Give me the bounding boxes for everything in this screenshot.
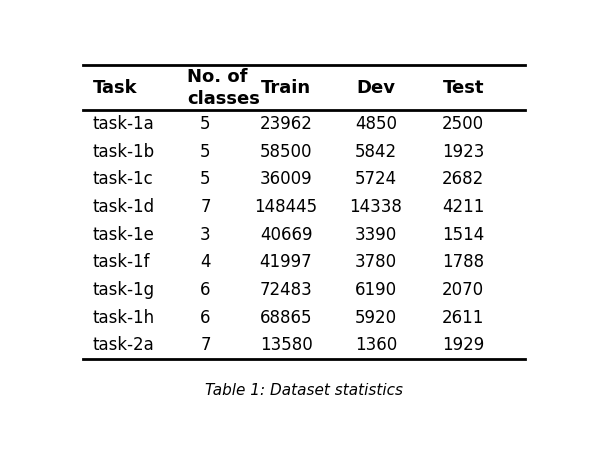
Text: Train: Train (261, 79, 311, 97)
Text: 36009: 36009 (260, 170, 312, 188)
Text: 3780: 3780 (355, 253, 397, 271)
Text: 1923: 1923 (442, 143, 485, 161)
Text: 1788: 1788 (442, 253, 484, 271)
Text: 5: 5 (200, 143, 211, 161)
Text: 40669: 40669 (260, 226, 312, 244)
Text: 72483: 72483 (260, 281, 312, 299)
Text: task-1f: task-1f (93, 253, 150, 271)
Text: task-2a: task-2a (93, 336, 154, 354)
Text: task-1g: task-1g (93, 281, 155, 299)
Text: 14338: 14338 (349, 198, 402, 216)
Text: 2070: 2070 (442, 281, 484, 299)
Text: 5842: 5842 (355, 143, 397, 161)
Text: 1514: 1514 (442, 226, 484, 244)
Text: 41997: 41997 (260, 253, 312, 271)
Text: 5920: 5920 (355, 309, 397, 326)
Text: Table 1: Dataset statistics: Table 1: Dataset statistics (206, 383, 403, 398)
Text: 1360: 1360 (355, 336, 397, 354)
Text: 4: 4 (200, 253, 211, 271)
Text: 3390: 3390 (355, 226, 397, 244)
Text: 2682: 2682 (442, 170, 484, 188)
Text: task-1b: task-1b (93, 143, 155, 161)
Text: 1929: 1929 (442, 336, 484, 354)
Text: task-1d: task-1d (93, 198, 155, 216)
Text: 3: 3 (200, 226, 211, 244)
Text: 2500: 2500 (442, 115, 484, 133)
Text: 5: 5 (200, 170, 211, 188)
Text: 2611: 2611 (442, 309, 485, 326)
Text: Task: Task (93, 79, 137, 97)
Text: 6: 6 (200, 281, 211, 299)
Text: task-1e: task-1e (93, 226, 154, 244)
Text: 4850: 4850 (355, 115, 397, 133)
Text: 7: 7 (200, 198, 211, 216)
Text: task-1a: task-1a (93, 115, 154, 133)
Text: 23962: 23962 (260, 115, 312, 133)
Text: 7: 7 (200, 336, 211, 354)
Text: Test: Test (443, 79, 484, 97)
Text: 13580: 13580 (260, 336, 312, 354)
Text: task-1h: task-1h (93, 309, 155, 326)
Text: 148445: 148445 (254, 198, 318, 216)
Text: 4211: 4211 (442, 198, 485, 216)
Text: Dev: Dev (356, 79, 395, 97)
Text: 68865: 68865 (260, 309, 312, 326)
Text: task-1c: task-1c (93, 170, 153, 188)
Text: No. of
classes: No. of classes (187, 68, 260, 108)
Text: 5724: 5724 (355, 170, 397, 188)
Text: 5: 5 (200, 115, 211, 133)
Text: 6190: 6190 (355, 281, 397, 299)
Text: 58500: 58500 (260, 143, 312, 161)
Text: 6: 6 (200, 309, 211, 326)
